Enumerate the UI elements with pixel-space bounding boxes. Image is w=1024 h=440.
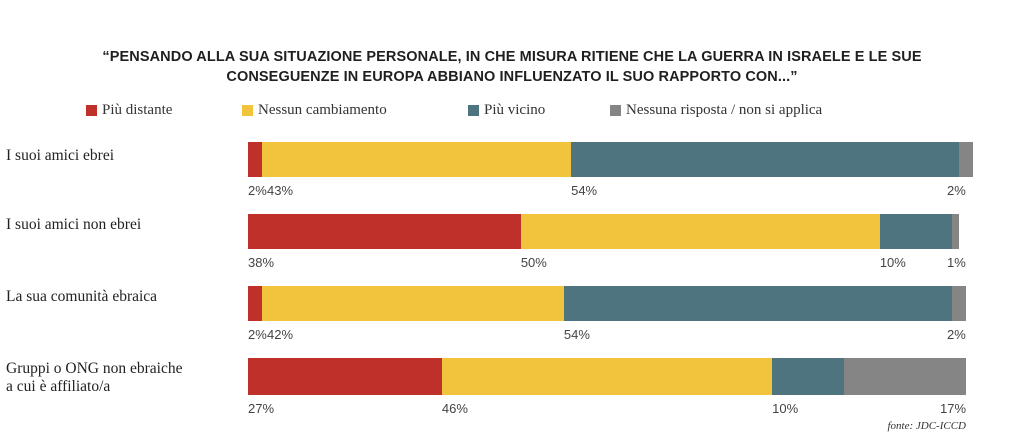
value-label-piu-distante-row-3: 2% [248,327,267,342]
value-label-piu-distante-row-2: 38% [248,255,275,270]
bar-piu-distante-row-4 [248,358,442,395]
value-label-nessuna-risposta-row-1: 2% [947,183,966,198]
bar-piu-vicino-row-2 [879,214,952,249]
row-label-amici-ebrei: I suoi amici ebrei [6,147,114,165]
value-label-nessuna-risposta-row-3: 2% [947,327,966,342]
row-label-comunita-ebraica: La sua comunità ebraica [6,288,157,306]
value-label-piu-distante-row-4: 27% [248,401,275,416]
value-label-piu-vicino-row-4: 10% [772,401,799,416]
row-label-gruppi-ong: Gruppi o ONG non ebraiche a cui è affili… [6,360,182,396]
legend-label-nessuna-risposta: Nessuna risposta / non si applica [626,101,823,118]
legend-swatch-piu-vicino [468,104,479,116]
bar-nessun-cambiamento-row-4 [441,358,773,395]
legend-item-nessuna-risposta: Nessuna risposta / non si applica [610,100,822,120]
legend-item-nessun-cambiamento: Nessun cambiamento [242,100,387,120]
bar-piu-distante-row-3 [248,286,263,321]
legend-label-nessun-cambiamento: Nessun cambiamento [258,101,387,118]
source-note: fonte: JDC-ICCD [887,420,966,432]
value-label-piu-vicino-row-2: 10% [879,255,906,270]
row-label-amici-non-ebrei: I suoi amici non ebrei [6,216,141,234]
value-label-nessun-cambiamento-row-4: 46% [441,401,468,416]
chart-title-line-2: CONSEGUENZE IN EUROPA ABBIANO INFLUENZAT… [226,69,798,85]
bar-nessun-cambiamento-row-2 [520,214,880,249]
chart-title: “PENSANDO ALLA SUA SITUAZIONE PERSONALE,… [0,47,1024,87]
legend-swatch-piu-distante [86,104,97,116]
row-label-line: I suoi amici non ebrei [6,216,142,233]
value-label-nessun-cambiamento-row-1: 43% [267,183,294,198]
chart-title-line-1: “PENSANDO ALLA SUA SITUAZIONE PERSONALE,… [102,49,922,65]
bar-piu-vicino-row-1 [571,142,959,177]
legend-item-piu-vicino: Più vicino [468,100,545,120]
value-label-nessuna-risposta-row-2: 1% [947,255,966,270]
bar-piu-vicino-row-4 [772,358,844,395]
legend-swatch-nessuna-risposta [610,104,621,116]
bar-piu-distante-row-1 [248,142,263,177]
value-label-nessun-cambiamento-row-3: 42% [267,327,294,342]
row-label-line: I suoi amici ebrei [6,147,115,164]
bar-piu-distante-row-2 [248,214,521,249]
row-label-line: La sua comunità ebraica [6,288,158,305]
legend-swatch-nessun-cambiamento [242,104,253,116]
bar-nessun-cambiamento-row-1 [262,142,572,177]
value-label-piu-distante-row-1: 2% [248,183,267,198]
bar-nessuna-risposta-row-3 [951,286,966,321]
legend-label-piu-vicino: Più vicino [484,101,546,118]
legend-label-piu-distante: Più distante [102,101,173,118]
value-label-nessuna-risposta-row-4: 17% [940,401,967,416]
row-label-line: Gruppi o ONG non ebraiche [6,360,183,377]
row-label-line: a cui è affiliato/a [6,378,111,395]
bar-nessun-cambiamento-row-3 [262,286,564,321]
value-label-piu-vicino-row-1: 54% [571,183,598,198]
bar-nessuna-risposta-row-4 [843,358,966,395]
value-label-piu-vicino-row-3: 54% [563,327,590,342]
bar-nessuna-risposta-row-1 [958,142,974,177]
legend-item-piu-distante: Più distante [86,100,172,120]
value-label-nessun-cambiamento-row-2: 50% [520,255,547,270]
bar-nessuna-risposta-row-2 [951,214,959,249]
bar-piu-vicino-row-3 [563,286,952,321]
